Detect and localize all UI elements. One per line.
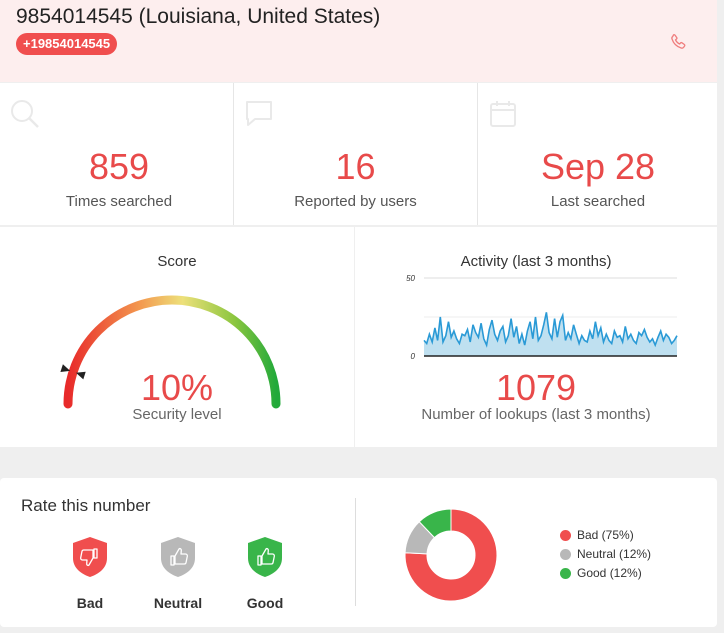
lookups-label: Number of lookups (last 3 months) (421, 406, 651, 423)
score-label: Security level (132, 406, 222, 423)
stats-row: 859 Times searched 16 Reported by users … (0, 83, 717, 225)
ratings-donut-chart (404, 508, 498, 602)
reported-label: Reported by users (294, 193, 417, 210)
activity-chart: 50 0 (406, 274, 678, 361)
activity-panel: Activity (last 3 months) 50 0 1079 Numbe… (355, 227, 717, 447)
rate-bad-button[interactable]: Bad (55, 536, 125, 611)
reported-value: 16 (335, 146, 376, 187)
legend-item-bad: Bad (75%) (560, 526, 651, 545)
phone-icon[interactable] (668, 32, 688, 52)
legend-label: Bad (75%) (577, 528, 634, 542)
stat-times-searched: 859 Times searched (0, 83, 238, 225)
rate-good-label: Good (246, 595, 284, 611)
thumbs-down-icon (73, 537, 107, 577)
divider (355, 498, 356, 606)
legend-dot (560, 530, 571, 541)
activity-title: Activity (last 3 months) (460, 253, 612, 270)
rate-neutral-label: Neutral (153, 595, 203, 611)
gauge-pointer (75, 371, 86, 380)
lookups-value: 1079 (495, 367, 577, 408)
y-tick-label: 0 (411, 352, 416, 361)
chat-icon (246, 101, 272, 126)
donut-slice (418, 508, 452, 539)
rate-bad-label: Bad (76, 595, 104, 611)
score-title: Score (157, 253, 197, 270)
rate-panel: Rate this number Bad Neutral Good Bad (7… (0, 478, 717, 627)
stat-reported-by-users: 16 Reported by users (233, 83, 477, 225)
thumbs-up-icon (248, 537, 282, 577)
security-gauge (60, 295, 281, 409)
page-title: 9854014545 (Louisiana, United States) (16, 5, 381, 28)
legend-label: Neutral (12%) (577, 547, 652, 561)
legend-dot (560, 568, 571, 579)
times-searched-value: 859 (88, 146, 150, 187)
number-badge[interactable]: +19854014545 (16, 33, 118, 55)
last-searched-label: Last searched (550, 193, 646, 210)
number-header: 9854014545 (Louisiana, United States) +1… (0, 0, 717, 82)
search-icon (11, 100, 39, 128)
donut-slice (404, 508, 498, 602)
ratings-legend: Bad (75%) Neutral (12%) Good (12%) (560, 526, 651, 583)
thumbs-up-icon (161, 537, 195, 577)
score-value: 10% (140, 367, 214, 408)
score-panel: Score 10% Security level (0, 227, 354, 447)
legend-item-neutral: Neutral (12%) (560, 545, 651, 564)
legend-label: Good (12%) (577, 566, 642, 580)
times-searched-label: Times searched (65, 193, 173, 210)
gauge-pointer (60, 364, 71, 372)
rate-neutral-button[interactable]: Neutral (143, 536, 213, 611)
y-tick-label: 50 (406, 274, 415, 283)
calendar-icon (490, 101, 516, 127)
rate-title: Rate this number (21, 496, 151, 515)
last-searched-value: Sep 28 (540, 146, 656, 187)
stat-last-searched: Sep 28 Last searched (477, 83, 718, 225)
legend-dot (560, 549, 571, 560)
rate-good-button[interactable]: Good (230, 536, 300, 611)
activity-line (423, 312, 678, 348)
legend-item-good: Good (12%) (560, 564, 651, 583)
